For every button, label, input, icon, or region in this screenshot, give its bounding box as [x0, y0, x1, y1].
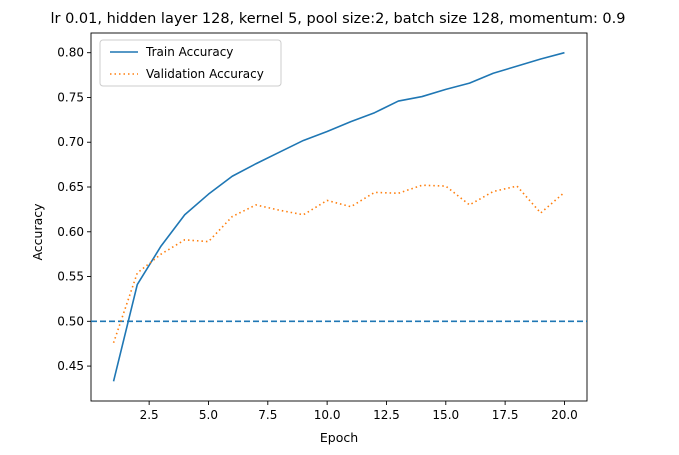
chart-title: lr 0.01, hidden layer 128, kernel 5, poo…: [50, 11, 625, 27]
legend-label-0: Train Accuracy: [145, 45, 233, 59]
x-tick-label: 15.0: [432, 408, 459, 422]
x-tick-label: 7.5: [258, 408, 277, 422]
x-axis-label: Epoch: [320, 430, 358, 445]
series-line-1: [112, 184, 565, 344]
plot-area: [90, 32, 588, 402]
y-tick-label: 0.80: [57, 46, 84, 60]
x-axis-ticks: 2.5 5.0 7.5 10.0 12.5 15.0 17.5 20.0: [140, 401, 578, 422]
x-tick-label: 5.0: [199, 408, 218, 422]
y-axis-ticks: 0.45 0.50 0.55 0.60 0.65 0.70 0.75 0.80: [57, 46, 91, 373]
y-tick-label: 0.65: [57, 180, 84, 194]
series-lines: [112, 51, 565, 382]
legend: Train Accuracy Validation Accuracy: [99, 39, 282, 87]
y-axis-label: Accuracy: [30, 203, 45, 261]
x-tick-label: 2.5: [140, 408, 159, 422]
y-tick-label: 0.70: [57, 135, 84, 149]
y-tick-label: 0.50: [57, 314, 84, 328]
y-tick-label: 0.55: [57, 270, 84, 284]
y-tick-label: 0.60: [57, 225, 84, 239]
plot-frame: [90, 32, 588, 402]
legend-label-1: Validation Accuracy: [146, 67, 264, 81]
legend-box: [99, 39, 282, 87]
y-tick-label: 0.75: [57, 90, 84, 104]
x-tick-label: 20.0: [551, 408, 578, 422]
series-line-0: [112, 51, 565, 382]
x-tick-label: 17.5: [492, 408, 519, 422]
y-tick-label: 0.45: [57, 359, 84, 373]
x-tick-label: 10.0: [314, 408, 341, 422]
x-tick-label: 12.5: [373, 408, 400, 422]
